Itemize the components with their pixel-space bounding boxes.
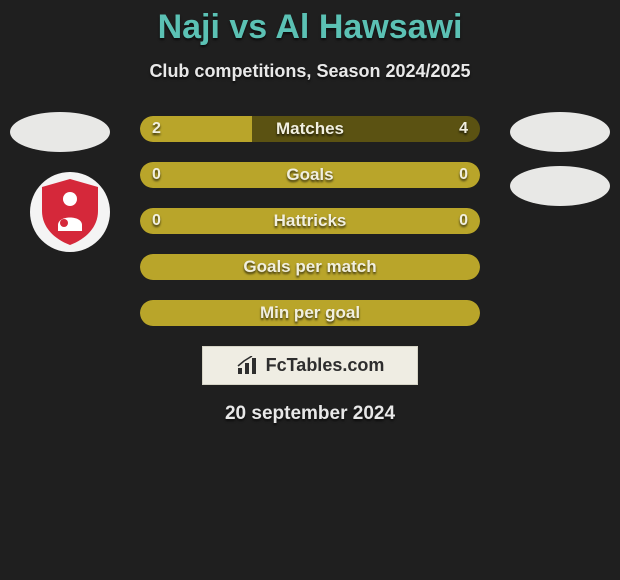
club-crest-left <box>30 172 110 252</box>
stat-bar: Goals0 0 <box>140 162 480 188</box>
snapshot-date: 20 september 2024 <box>0 403 620 425</box>
attribution-badge: FcTables.com <box>202 346 418 385</box>
stat-label: Goals <box>140 162 480 188</box>
stat-value-left: 0 <box>152 208 161 234</box>
shield-icon <box>38 177 102 247</box>
attribution-text: FcTables.com <box>266 355 385 376</box>
stat-bar: Min per goal <box>140 300 480 326</box>
stat-bar: Hattricks0 0 <box>140 208 480 234</box>
player-right-ellipse-1 <box>510 112 610 152</box>
subtitle: Club competitions, Season 2024/2025 <box>0 61 620 82</box>
stat-bars: Matches24Goals00Hattricks00Goals per mat… <box>140 116 480 326</box>
stat-label: Goals per match <box>140 254 480 280</box>
stat-value-left: 2 <box>152 116 161 142</box>
stat-value-right: 0 <box>459 162 468 188</box>
comparison-stage: Matches24Goals00Hattricks00Goals per mat… <box>0 116 620 326</box>
stat-value-right: 4 <box>459 116 468 142</box>
stat-label: Hattricks <box>140 208 480 234</box>
stat-bar: Goals per match <box>140 254 480 280</box>
stat-label: Min per goal <box>140 300 480 326</box>
player-right-ellipse-2 <box>510 166 610 206</box>
stat-bar: Matches2 4 <box>140 116 480 142</box>
bar-chart-icon <box>236 356 260 376</box>
stat-label: Matches <box>140 116 480 142</box>
stat-value-right: 0 <box>459 208 468 234</box>
player-left-ellipse <box>10 112 110 152</box>
page-title: Naji vs Al Hawsawi <box>0 0 620 47</box>
stat-value-left: 0 <box>152 162 161 188</box>
